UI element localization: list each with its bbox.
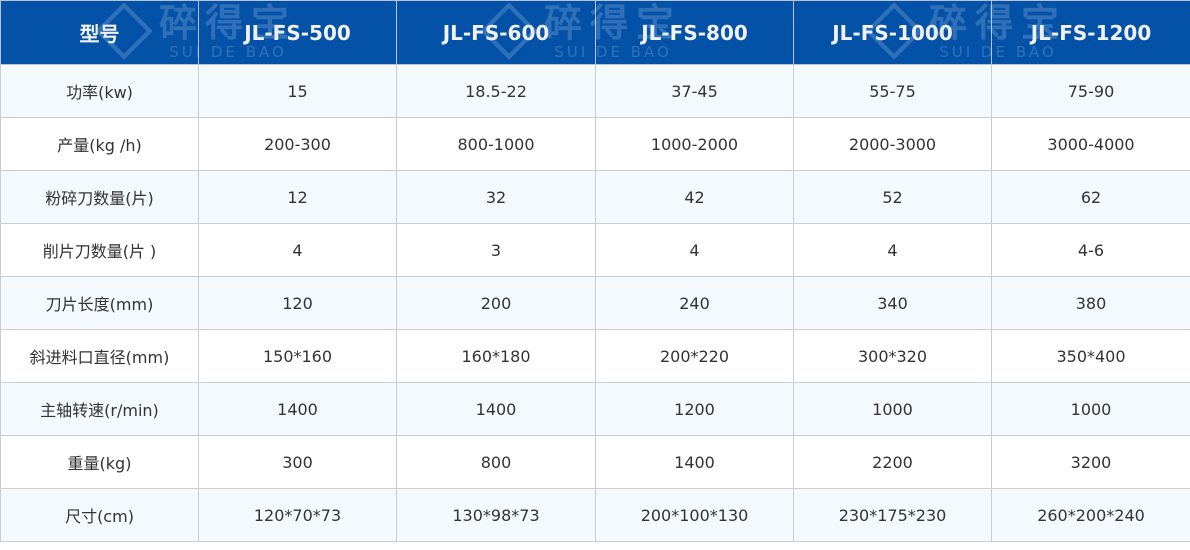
table-cell: 52 — [793, 170, 992, 224]
table-cell: 4 — [198, 223, 397, 277]
table-row: 功率(kw) 15 18.5-22 37-45 55-75 75-90 — [0, 64, 1190, 118]
row-label: 斜进料口直径(mm) — [0, 329, 199, 383]
table-cell: 4-6 — [991, 223, 1190, 277]
table-cell: 800-1000 — [396, 117, 596, 171]
table-cell: 200*220 — [595, 329, 794, 383]
row-label: 重量(kg) — [0, 435, 199, 489]
table-cell: 1400 — [198, 382, 397, 436]
table-cell: 1000 — [793, 382, 992, 436]
table-cell: 37-45 — [595, 64, 794, 118]
table-cell: 12 — [198, 170, 397, 224]
table-cell: 130*98*73 — [396, 488, 596, 542]
table-cell: 200-300 — [198, 117, 397, 171]
header-model-4: JL-FS-1000 — [793, 0, 992, 65]
table-cell: 150*160 — [198, 329, 397, 383]
header-model-1: JL-FS-500 — [198, 0, 397, 65]
table-cell: 230*175*230 — [793, 488, 992, 542]
table-cell: 1400 — [396, 382, 596, 436]
table-cell: 3200 — [991, 435, 1190, 489]
table-cell: 260*200*240 — [991, 488, 1190, 542]
table-row: 重量(kg) 300 800 1400 2200 3200 — [0, 435, 1190, 489]
header-model-3: JL-FS-800 — [595, 0, 794, 65]
table-cell: 15 — [198, 64, 397, 118]
row-label: 功率(kw) — [0, 64, 199, 118]
table-cell: 55-75 — [793, 64, 992, 118]
table-cell: 120 — [198, 276, 397, 330]
row-label: 尺寸(cm) — [0, 488, 199, 542]
table-cell: 240 — [595, 276, 794, 330]
table-cell: 75-90 — [991, 64, 1190, 118]
header-row: 型号 JL-FS-500 JL-FS-600 JL-FS-800 JL-FS-1000 J… — [0, 0, 1190, 65]
table-cell: 3 — [396, 223, 596, 277]
row-label: 削片刀数量(片 ) — [0, 223, 199, 277]
table-cell: 18.5-22 — [396, 64, 596, 118]
table-cell: 800 — [396, 435, 596, 489]
row-label: 粉碎刀数量(片) — [0, 170, 199, 224]
table-cell: 62 — [991, 170, 1190, 224]
header-model-2: JL-FS-600 — [396, 0, 596, 65]
table-cell: 32 — [396, 170, 596, 224]
table-cell: 4 — [595, 223, 794, 277]
table-row: 刀片长度(mm) 120 200 240 340 380 — [0, 276, 1190, 330]
table-row: 产量(kg /h) 200-300 800-1000 1000-2000 2000-30… — [0, 117, 1190, 171]
table-cell: 1000 — [991, 382, 1190, 436]
table-cell: 160*180 — [396, 329, 596, 383]
row-label: 刀片长度(mm) — [0, 276, 199, 330]
table-cell: 1400 — [595, 435, 794, 489]
table-cell: 4 — [793, 223, 992, 277]
table-cell: 300 — [198, 435, 397, 489]
table-cell: 1000-2000 — [595, 117, 794, 171]
table-row: 削片刀数量(片 ) 4 3 4 4 4-6 — [0, 223, 1190, 277]
table-row: 主轴转速(r/min) 1400 1400 1200 1000 1000 — [0, 382, 1190, 436]
table-row: 尺寸(cm) 120*70*73 130*98*73 200*100*130 230*1… — [0, 488, 1190, 542]
table-cell: 3000-4000 — [991, 117, 1190, 171]
row-label: 产量(kg /h) — [0, 117, 199, 171]
table-cell: 340 — [793, 276, 992, 330]
header-label-model: 型号 — [0, 0, 199, 65]
table-cell: 350*400 — [991, 329, 1190, 383]
table-cell: 380 — [991, 276, 1190, 330]
table-cell: 300*320 — [793, 329, 992, 383]
table-cell: 42 — [595, 170, 794, 224]
table-cell: 200 — [396, 276, 596, 330]
table-row: 粉碎刀数量(片) 12 32 42 52 62 — [0, 170, 1190, 224]
table-row: 斜进料口直径(mm) 150*160 160*180 200*220 300*320 35… — [0, 329, 1190, 383]
header-model-5: JL-FS-1200 — [991, 0, 1190, 65]
row-label: 主轴转速(r/min) — [0, 382, 199, 436]
table-cell: 2000-3000 — [793, 117, 992, 171]
table-cell: 120*70*73 — [198, 488, 397, 542]
table-cell: 1200 — [595, 382, 794, 436]
table-cell: 2200 — [793, 435, 992, 489]
table-cell: 200*100*130 — [595, 488, 794, 542]
